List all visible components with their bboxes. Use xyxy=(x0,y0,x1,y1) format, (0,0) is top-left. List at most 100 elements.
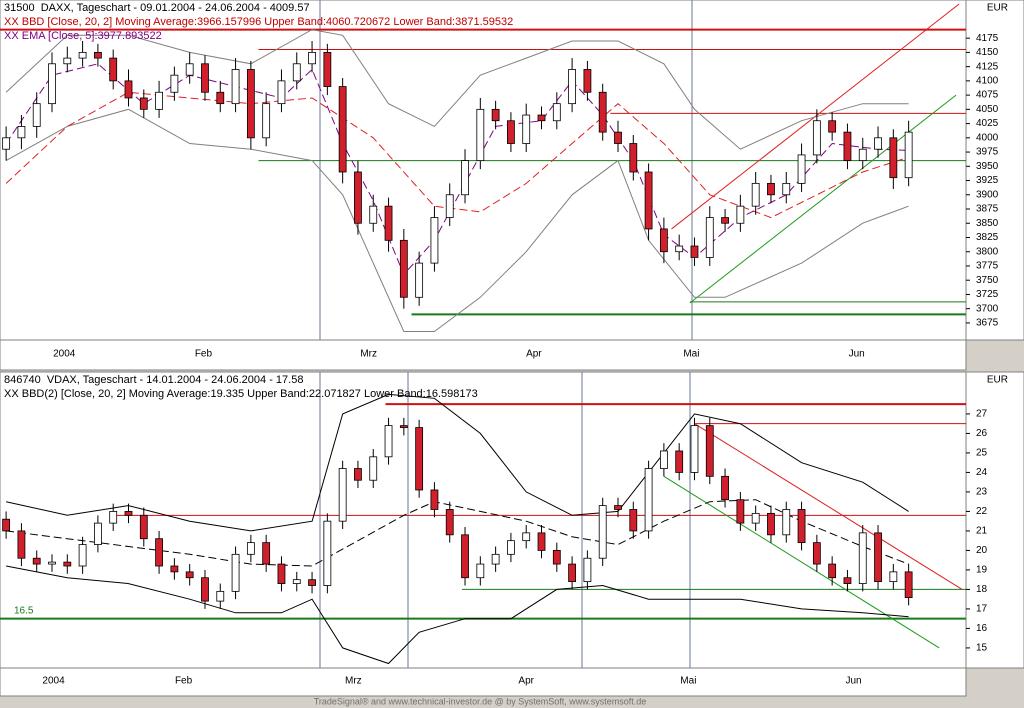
y-tick-label: 3900 xyxy=(976,189,999,200)
labels: 3675 3700 3725 3750 3775 3800 3825 3850 3875 3900… xyxy=(4,2,1008,687)
y-tick-label: 3675 xyxy=(976,318,999,329)
candle-body xyxy=(507,540,515,555)
candle-body xyxy=(705,425,714,477)
y-tick-label: 19 xyxy=(976,565,988,576)
y-tick-label: 25 xyxy=(976,448,988,459)
currency-label: EUR xyxy=(987,3,1008,14)
y-tick-label: 3750 xyxy=(976,275,999,286)
candle-body xyxy=(461,534,469,579)
x-tick-label: Feb xyxy=(195,349,213,360)
candle-body xyxy=(751,512,760,524)
y-tick-label: 4000 xyxy=(976,132,999,143)
candle-body xyxy=(308,51,316,65)
y-tick-label: 18 xyxy=(976,584,988,595)
candle-body xyxy=(614,131,622,144)
candle-body xyxy=(308,579,316,586)
candle-body xyxy=(675,450,684,473)
candle-body xyxy=(537,114,546,122)
candle-body xyxy=(216,590,225,602)
candle-body xyxy=(629,143,638,173)
candle-body xyxy=(522,532,531,542)
indicator-line xyxy=(6,499,909,567)
candle-body xyxy=(292,579,301,584)
candle-body xyxy=(323,51,332,87)
date-axis-area xyxy=(0,667,967,697)
candle-body xyxy=(201,577,209,602)
candle-body xyxy=(767,182,775,196)
candle-body xyxy=(185,571,194,579)
candle-body xyxy=(201,63,209,93)
candle-body xyxy=(323,520,332,586)
trend-line xyxy=(694,423,963,590)
candle-body xyxy=(782,182,791,196)
x-tick-label: Feb xyxy=(175,676,193,687)
y-tick-label: 4025 xyxy=(976,118,999,129)
indicator-legend: XX BBD(2) [Close, 20, 2] Moving Average:… xyxy=(4,388,478,400)
y-tick-label: 4075 xyxy=(976,90,999,101)
candle-body xyxy=(48,63,56,105)
date-axis-area xyxy=(0,339,967,371)
candle-body xyxy=(583,557,592,583)
y-tick-label: 4125 xyxy=(976,61,999,72)
y-tick-label: 26 xyxy=(976,428,988,439)
candle-body xyxy=(491,108,500,122)
y-tick-label: 3975 xyxy=(976,147,999,158)
x-tick-label: 2004 xyxy=(53,349,76,360)
candle-body xyxy=(904,571,913,599)
candle-body xyxy=(415,262,424,298)
candle-body xyxy=(155,91,163,110)
x-tick-label: 2004 xyxy=(42,676,65,687)
y-tick-label: 3925 xyxy=(976,175,999,186)
candle-body xyxy=(812,120,821,156)
y-tick-label: 27 xyxy=(976,409,988,420)
candle-body xyxy=(797,509,806,544)
candle-body xyxy=(552,103,561,122)
y-tick-label: 23 xyxy=(976,487,988,498)
candle-body xyxy=(644,468,653,532)
candle-body xyxy=(369,205,378,224)
candle-body xyxy=(659,450,668,469)
candle-body xyxy=(889,571,898,583)
indicator-legend: XX BBD [Close, 20, 2] Moving Average:396… xyxy=(4,16,513,28)
candle-body xyxy=(675,245,684,253)
candle-body xyxy=(751,182,760,207)
candle-body xyxy=(369,456,378,481)
candle-body xyxy=(338,86,347,173)
candle-body xyxy=(124,511,133,516)
candle-body xyxy=(277,563,286,584)
candle-body xyxy=(568,563,577,583)
x-tick-label: Mrz xyxy=(345,676,362,687)
candle-body xyxy=(552,550,561,565)
candle-body xyxy=(384,205,393,241)
candle-body xyxy=(109,57,118,82)
candle-body xyxy=(2,518,11,532)
candle-body xyxy=(384,425,393,458)
y-tick-label: 16 xyxy=(976,623,988,634)
candle-body xyxy=(629,509,638,532)
candle-body xyxy=(246,69,255,139)
y-tick-label: 3775 xyxy=(976,261,999,272)
y-tick-label: 4175 xyxy=(976,33,999,44)
candle-body xyxy=(461,160,469,196)
candle-body xyxy=(843,131,852,162)
candle-body xyxy=(598,505,607,559)
y-axis-area xyxy=(965,0,1024,341)
candle-body xyxy=(690,245,699,258)
x-tick-label: Jun xyxy=(849,349,865,360)
y-tick-label: 15 xyxy=(976,643,988,654)
candle-body xyxy=(32,103,41,127)
y-axis-area xyxy=(965,371,1024,669)
trend-line xyxy=(689,94,957,304)
candle-body xyxy=(216,91,225,105)
candle-body xyxy=(124,80,133,99)
candle-body xyxy=(445,194,454,218)
candle-body xyxy=(2,137,11,150)
y-tick-label: 17 xyxy=(976,604,988,615)
candle-body xyxy=(48,561,56,565)
candle-body xyxy=(721,475,729,501)
y-tick-label: 24 xyxy=(976,467,988,478)
candle-body xyxy=(828,120,837,133)
candle-body xyxy=(399,425,408,428)
